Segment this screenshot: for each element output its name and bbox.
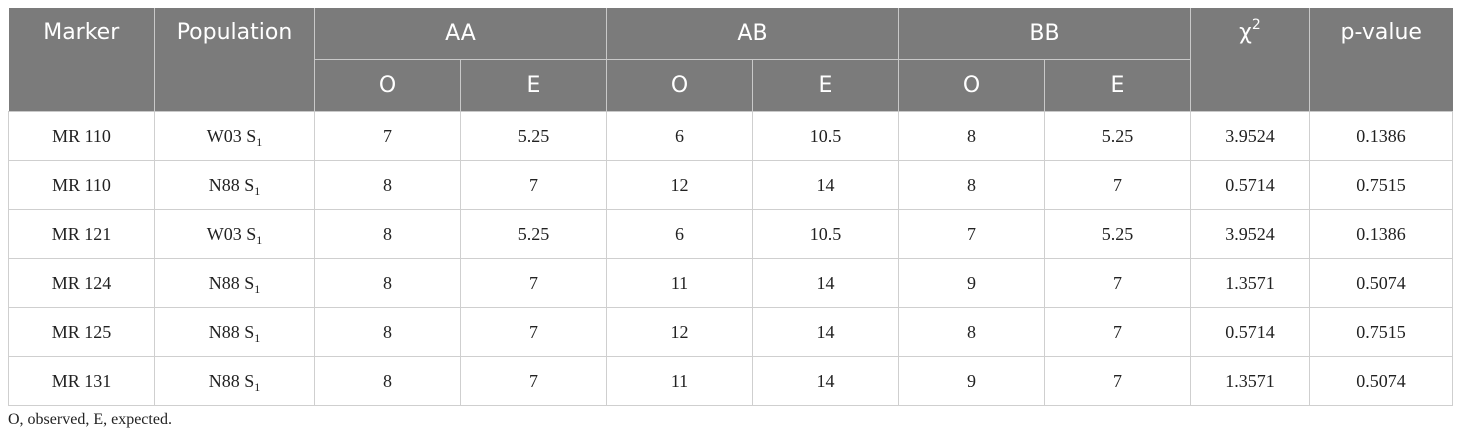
cell-p-value: 0.5074 (1309, 356, 1453, 406)
table-row: MR 124 N88 S1 8 7 11 14 9 7 1.3571 0.507… (8, 258, 1453, 308)
header-group-ab: AB (606, 8, 899, 60)
cell-bb-observed: 9 (898, 258, 1045, 308)
table-row: MR 125 N88 S1 8 7 12 14 8 7 0.5714 0.751… (8, 307, 1453, 357)
chi-exponent: 2 (1251, 17, 1261, 33)
cell-aa-observed: 8 (314, 307, 461, 357)
cell-population: N88 S1 (154, 307, 315, 357)
cell-chi-square: 1.3571 (1190, 258, 1310, 308)
cell-bb-expected: 7 (1044, 258, 1191, 308)
cell-aa-expected: 7 (460, 160, 607, 210)
cell-bb-observed: 9 (898, 356, 1045, 406)
cell-aa-observed: 7 (314, 111, 461, 161)
cell-marker: MR 131 (8, 356, 155, 406)
cell-bb-expected: 5.25 (1044, 111, 1191, 161)
table-row: MR 110 N88 S1 8 7 12 14 8 7 0.5714 0.751… (8, 160, 1453, 210)
header-aa-expected: E (460, 59, 607, 112)
cell-chi-square: 1.3571 (1190, 356, 1310, 406)
cell-aa-observed: 8 (314, 258, 461, 308)
cell-bb-observed: 8 (898, 307, 1045, 357)
cell-bb-observed: 7 (898, 209, 1045, 259)
cell-p-value: 0.1386 (1309, 111, 1453, 161)
header-group-aa: AA (314, 8, 607, 60)
cell-aa-expected: 5.25 (460, 111, 607, 161)
cell-population: W03 S1 (154, 209, 315, 259)
cell-p-value: 0.7515 (1309, 160, 1453, 210)
cell-ab-expected: 10.5 (752, 111, 899, 161)
cell-population: N88 S1 (154, 258, 315, 308)
cell-ab-expected: 14 (752, 307, 899, 357)
header-bb-expected: E (1044, 59, 1191, 112)
cell-chi-square: 3.9524 (1190, 209, 1310, 259)
cell-ab-observed: 11 (606, 356, 753, 406)
header-population: Population (154, 8, 315, 112)
cell-ab-expected: 10.5 (752, 209, 899, 259)
cell-marker: MR 110 (8, 160, 155, 210)
header-row-sub: O E O E O E (9, 59, 1453, 112)
cell-p-value: 0.5074 (1309, 258, 1453, 308)
table-row: MR 131 N88 S1 8 7 11 14 9 7 1.3571 0.507… (8, 356, 1453, 406)
cell-chi-square: 0.5714 (1190, 307, 1310, 357)
cell-marker: MR 121 (8, 209, 155, 259)
cell-ab-observed: 11 (606, 258, 753, 308)
cell-ab-expected: 14 (752, 160, 899, 210)
header-marker: Marker (8, 8, 155, 112)
cell-aa-expected: 7 (460, 356, 607, 406)
cell-aa-expected: 7 (460, 258, 607, 308)
cell-bb-observed: 8 (898, 111, 1045, 161)
cell-ab-observed: 6 (606, 111, 753, 161)
cell-ab-observed: 12 (606, 307, 753, 357)
header-chi-square: χ2 (1190, 8, 1310, 112)
header-bb-observed: O (898, 59, 1045, 112)
cell-p-value: 0.7515 (1309, 307, 1453, 357)
table-footnote: O, observed, E, expected. (8, 411, 172, 428)
cell-population: N88 S1 (154, 160, 315, 210)
cell-bb-expected: 7 (1044, 160, 1191, 210)
cell-aa-observed: 8 (314, 160, 461, 210)
header-ab-expected: E (752, 59, 899, 112)
cell-ab-expected: 14 (752, 258, 899, 308)
header-ab-observed: O (606, 59, 753, 112)
table-row: MR 110 W03 S1 7 5.25 6 10.5 8 5.25 3.952… (8, 111, 1453, 161)
header-aa-observed: O (314, 59, 461, 112)
cell-population: W03 S1 (154, 111, 315, 161)
chi-symbol: χ (1239, 20, 1252, 45)
cell-bb-observed: 8 (898, 160, 1045, 210)
cell-bb-expected: 7 (1044, 356, 1191, 406)
cell-ab-observed: 6 (606, 209, 753, 259)
table-row: MR 121 W03 S1 8 5.25 6 10.5 7 5.25 3.952… (8, 209, 1453, 259)
cell-p-value: 0.1386 (1309, 209, 1453, 259)
cell-bb-expected: 5.25 (1044, 209, 1191, 259)
cell-aa-expected: 7 (460, 307, 607, 357)
cell-ab-expected: 14 (752, 356, 899, 406)
cell-chi-square: 0.5714 (1190, 160, 1310, 210)
cell-chi-square: 3.9524 (1190, 111, 1310, 161)
cell-marker: MR 110 (8, 111, 155, 161)
table-container: Marker Population AA AB BB χ2 p-value O … (8, 8, 1453, 406)
genotype-segregation-table: Marker Population AA AB BB χ2 p-value O … (8, 8, 1453, 406)
cell-aa-observed: 8 (314, 356, 461, 406)
header-row-top: Marker Population AA AB BB χ2 p-value (8, 8, 1453, 112)
cell-population: N88 S1 (154, 356, 315, 406)
cell-marker: MR 124 (8, 258, 155, 308)
cell-bb-expected: 7 (1044, 307, 1191, 357)
cell-aa-observed: 8 (314, 209, 461, 259)
cell-marker: MR 125 (8, 307, 155, 357)
cell-aa-expected: 5.25 (460, 209, 607, 259)
header-p-value: p-value (1309, 8, 1453, 112)
header-group-bb: BB (898, 8, 1191, 60)
cell-ab-observed: 12 (606, 160, 753, 210)
